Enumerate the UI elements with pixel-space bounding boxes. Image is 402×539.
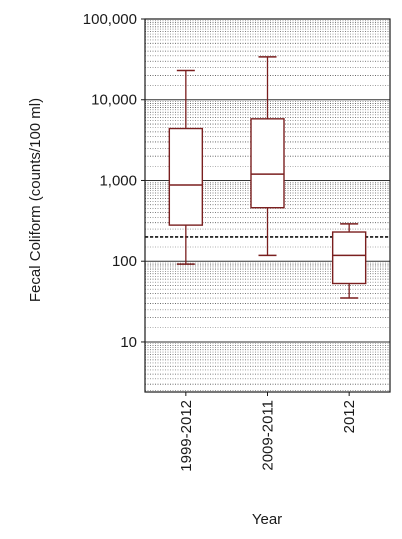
box-group bbox=[250, 56, 285, 257]
box-group bbox=[331, 223, 367, 299]
box-group bbox=[168, 69, 204, 265]
y-tick-label: 10 bbox=[120, 334, 137, 351]
y-tick-label: 100 bbox=[112, 253, 137, 270]
x-tick-label: 2009-2011 bbox=[260, 400, 277, 471]
y-axis-title: Fecal Coliform (counts/100 ml) bbox=[27, 98, 44, 302]
x-axis-title: Year bbox=[252, 511, 282, 528]
x-tick-label: 2012 bbox=[341, 400, 358, 433]
axes: 10 100 1,000 10,000 100,000 1999-2012 2009-201… bbox=[83, 11, 391, 472]
y-tick-label: 100,000 bbox=[83, 11, 137, 28]
x-tick-label: 1999-2012 bbox=[178, 400, 195, 472]
iqr-box bbox=[250, 118, 285, 209]
iqr-box bbox=[331, 231, 367, 285]
y-tick-label: 10,000 bbox=[91, 92, 137, 109]
y-tick-label: 1,000 bbox=[99, 172, 137, 189]
box-series bbox=[168, 56, 367, 299]
iqr-box bbox=[168, 127, 204, 226]
